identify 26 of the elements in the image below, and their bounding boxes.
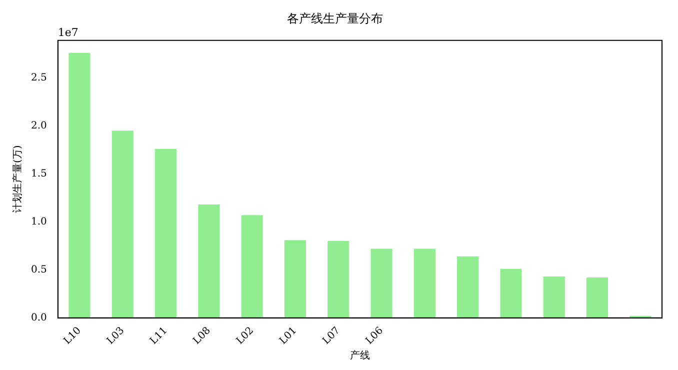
bar (284, 240, 306, 318)
y-tick-label: 2.5 (30, 72, 47, 84)
bar (112, 130, 134, 318)
bar (586, 278, 608, 318)
bar (241, 215, 263, 318)
y-tick-label: 0.5 (30, 264, 47, 276)
y-tick-label: 0.0 (30, 312, 47, 324)
x-tick-label: L11 (148, 325, 170, 347)
bar (154, 148, 177, 318)
bar (500, 268, 522, 318)
x-axis-title: 产线 (350, 350, 370, 362)
x-tick-label: L10 (62, 325, 84, 347)
bar (328, 241, 350, 318)
bar (414, 248, 436, 318)
y-axis-title: 计划生产量(万) (12, 145, 24, 214)
text: 1e7 (58, 26, 78, 39)
y-tick-label: 2.0 (30, 120, 47, 132)
chart-title: 各产线生产量分布 (287, 11, 383, 26)
bar (543, 276, 565, 318)
bar (457, 256, 479, 318)
y-tick-label: 1.0 (30, 216, 47, 228)
bar (68, 52, 90, 318)
bar (198, 204, 220, 318)
bar (370, 248, 392, 318)
y-tick-label: 1.5 (30, 168, 47, 180)
x-tick-label: L01 (278, 325, 300, 347)
